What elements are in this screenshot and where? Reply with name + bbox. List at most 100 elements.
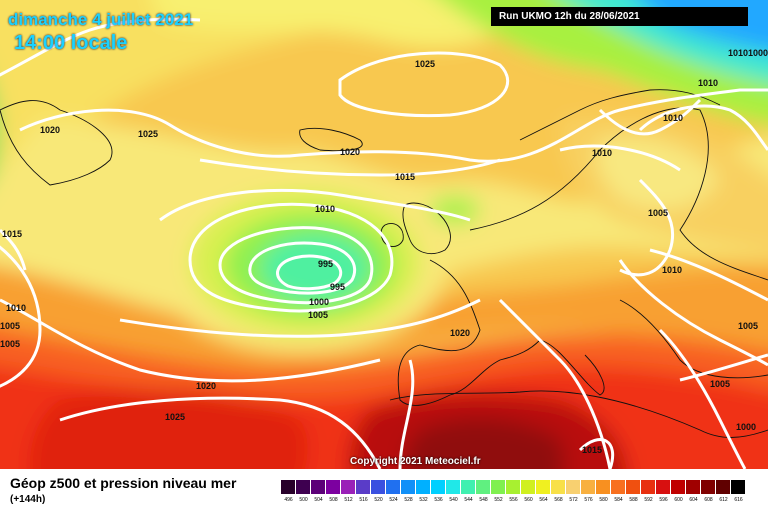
isobar-label: 1010: [698, 78, 718, 88]
scale-label: 568: [554, 497, 563, 503]
isobar-label: 1010: [592, 148, 612, 158]
isobar-label: 1005: [308, 310, 328, 320]
legend-footer: Géop z500 et pression niveau mer (+144h)…: [0, 469, 768, 512]
weather-map: 1025 1020 1025 1020 1015 1010 995 995 10…: [0, 0, 768, 469]
scale-swatch: [641, 480, 656, 494]
scale-swatch: [626, 480, 641, 494]
scale-swatch: [731, 480, 746, 494]
isobar-label: 1010: [728, 48, 748, 58]
forecast-lead-time: (+144h): [10, 494, 46, 505]
scale-swatch: [686, 480, 701, 494]
forecast-date: dimanche 4 juillet 2021: [8, 10, 194, 29]
scale-swatch: [536, 480, 551, 494]
scale-label: 500: [299, 497, 308, 503]
isobar-label: 1015: [395, 172, 415, 182]
scale-swatch: [311, 480, 326, 494]
scale-label: 608: [704, 497, 713, 503]
scale-label: 588: [629, 497, 638, 503]
color-scale-labels: 496 500 504 508 512 516 520 524 528 532 536 540 544 5…: [281, 497, 746, 503]
isobar-label: 1010: [663, 113, 683, 123]
scale-swatch: [281, 480, 296, 494]
isobar-label: 1000: [309, 297, 329, 307]
scale-swatch: [431, 480, 446, 494]
isobar-label: 1020: [196, 381, 216, 391]
scale-label: 612: [719, 497, 728, 503]
legend-title: Géop z500 et pression niveau mer: [10, 475, 237, 491]
scale-swatch: [476, 480, 491, 494]
model-run-label: Run UKMO 12h du 28/06/2021: [491, 7, 748, 26]
scale-swatch: [611, 480, 626, 494]
scale-swatch: [491, 480, 506, 494]
isobar-label: 1020: [40, 125, 60, 135]
scale-label: 528: [404, 497, 413, 503]
isobar-label: 1015: [2, 229, 22, 239]
isobar-label: 1005: [0, 321, 20, 331]
isobar-label: 1025: [165, 412, 185, 422]
scale-label: 540: [449, 497, 458, 503]
forecast-time: 14:00 locale: [14, 32, 128, 54]
scale-swatch: [326, 480, 341, 494]
isobar-label: 995: [330, 282, 345, 292]
scale-swatch: [701, 480, 716, 494]
isobar-label: 1025: [138, 129, 158, 139]
scale-label: 584: [614, 497, 623, 503]
scale-swatch: [371, 480, 386, 494]
scale-label: 580: [599, 497, 608, 503]
scale-label: 560: [524, 497, 533, 503]
scale-swatch: [596, 480, 611, 494]
isobar-label: 1000: [736, 422, 756, 432]
scale-swatch: [506, 480, 521, 494]
coastlines: [0, 89, 768, 438]
scale-label: 504: [314, 497, 323, 503]
scale-label: 616: [734, 497, 743, 503]
scale-label: 564: [539, 497, 548, 503]
scale-label: 604: [689, 497, 698, 503]
isobar-label: 1020: [450, 328, 470, 338]
scale-swatch: [566, 480, 581, 494]
scale-label: 600: [674, 497, 683, 503]
z500-color-field: [0, 0, 768, 469]
isobar-label: 1020: [340, 147, 360, 157]
scale-swatch: [296, 480, 311, 494]
isobar-label: 995: [318, 259, 333, 269]
scale-label: 512: [344, 497, 353, 503]
scale-swatch: [656, 480, 671, 494]
isobar-labels: 1025 1020 1025 1020 1015 1010 995 995 10…: [0, 48, 768, 455]
scale-swatch: [671, 480, 686, 494]
scale-label: 592: [644, 497, 653, 503]
scale-label: 556: [509, 497, 518, 503]
copyright-text: Copyright 2021 Meteociel.fr: [350, 456, 481, 467]
scale-label: 516: [359, 497, 368, 503]
scale-label: 548: [479, 497, 488, 503]
scale-swatch: [521, 480, 536, 494]
scale-label: 508: [329, 497, 338, 503]
scale-label: 520: [374, 497, 383, 503]
scale-swatch: [551, 480, 566, 494]
scale-swatch: [446, 480, 461, 494]
scale-label: 532: [419, 497, 428, 503]
isobar-label: 1005: [738, 321, 758, 331]
isobar-label: 1025: [415, 59, 435, 69]
scale-swatch: [401, 480, 416, 494]
scale-swatch: [386, 480, 401, 494]
isobar-label: 1005: [710, 379, 730, 389]
scale-label: 572: [569, 497, 578, 503]
isobar-label: 1010: [6, 303, 26, 313]
scale-label: 552: [494, 497, 503, 503]
scale-swatch: [416, 480, 431, 494]
scale-label: 524: [389, 497, 398, 503]
scale-swatch: [581, 480, 596, 494]
scale-label: 596: [659, 497, 668, 503]
map-canvas: 1025 1020 1025 1020 1015 1010 995 995 10…: [0, 0, 768, 469]
isobars: [0, 17, 768, 469]
isobar-label: 1000: [748, 48, 768, 58]
scale-swatch: [356, 480, 371, 494]
scale-swatch: [716, 480, 731, 494]
scale-label: 536: [434, 497, 443, 503]
isobar-label: 1005: [0, 339, 20, 349]
color-scale: [281, 480, 746, 494]
isobar-label: 1015: [582, 445, 602, 455]
scale-label: 576: [584, 497, 593, 503]
isobar-label: 1005: [648, 208, 668, 218]
